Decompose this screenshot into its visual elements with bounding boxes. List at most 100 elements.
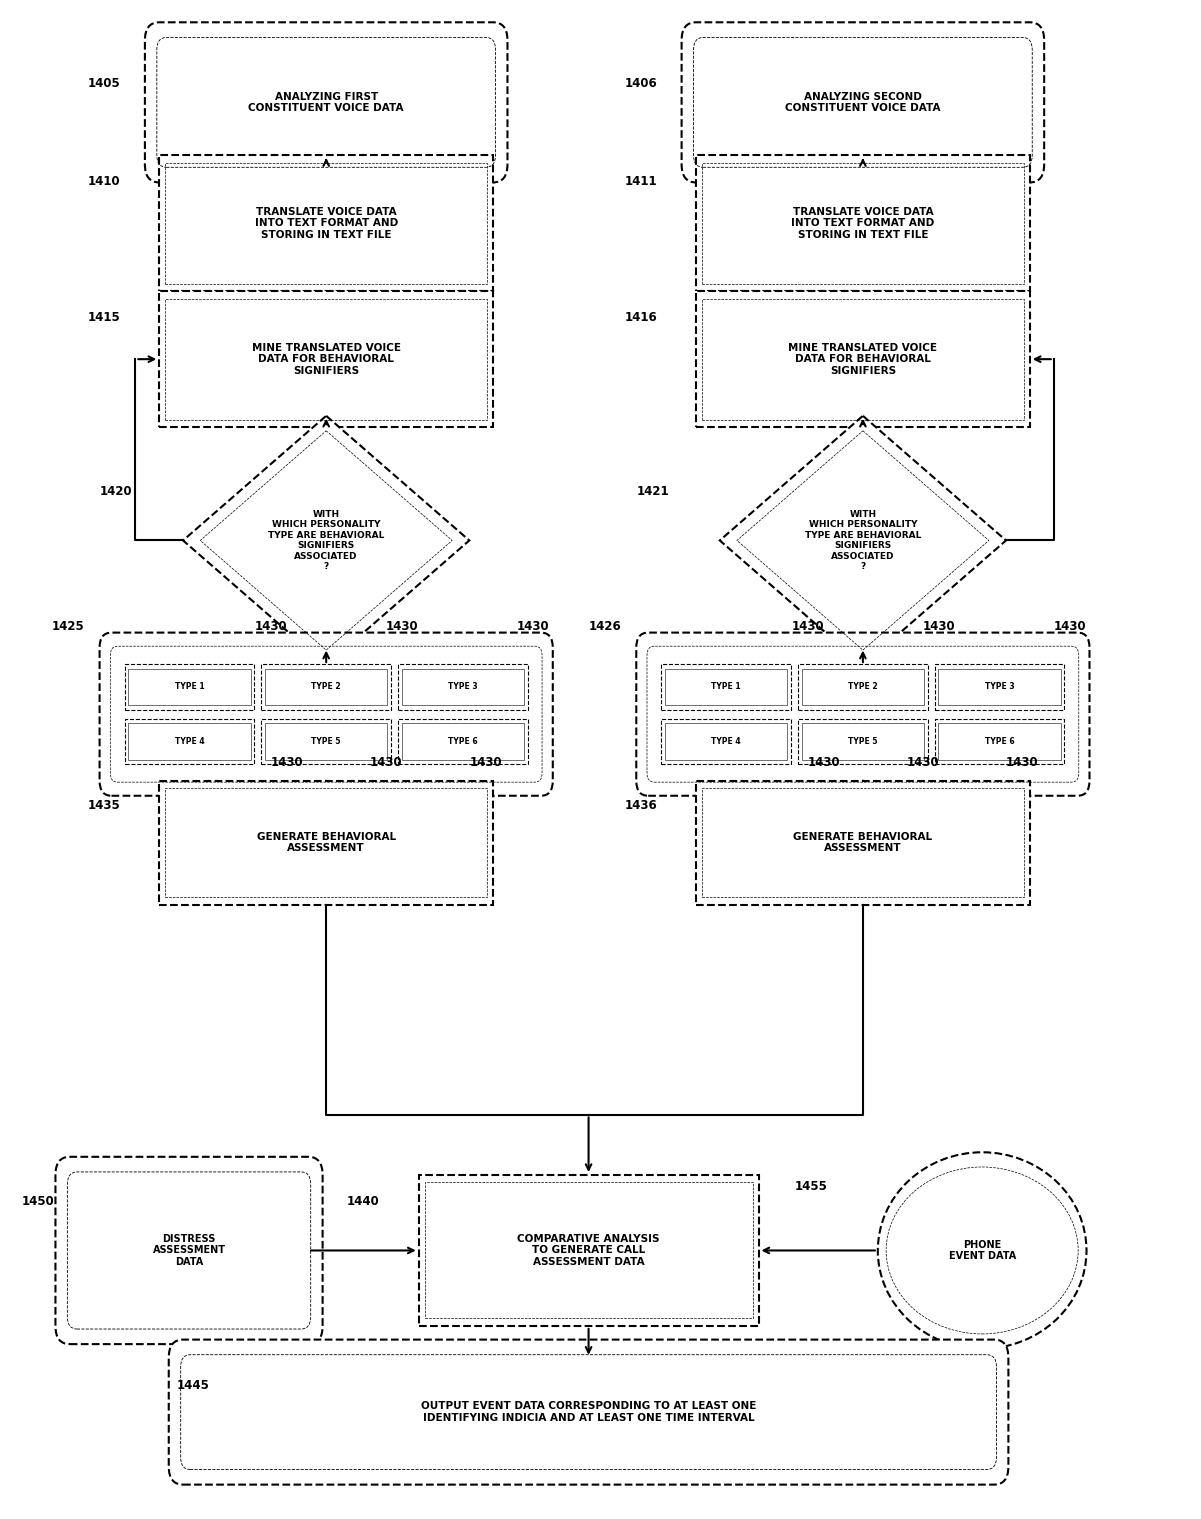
Text: 1425: 1425: [52, 620, 84, 632]
Text: 1416: 1416: [625, 311, 657, 325]
Text: 1430: 1430: [791, 620, 824, 632]
Bar: [695, 155, 1030, 292]
Text: GENERATE BEHAVIORAL
ASSESSMENT: GENERATE BEHAVIORAL ASSESSMENT: [794, 832, 932, 854]
Text: TYPE 1: TYPE 1: [174, 682, 204, 691]
Bar: [160, 292, 494, 427]
Bar: [262, 664, 392, 709]
Bar: [662, 664, 791, 709]
Bar: [799, 664, 927, 709]
Bar: [401, 668, 524, 705]
Text: 1430: 1430: [807, 755, 839, 769]
Text: TYPE 6: TYPE 6: [985, 737, 1015, 746]
Text: 1450: 1450: [22, 1195, 55, 1208]
Bar: [166, 163, 488, 284]
Bar: [665, 668, 788, 705]
Bar: [938, 668, 1060, 705]
Text: 1445: 1445: [177, 1379, 210, 1393]
FancyBboxPatch shape: [55, 1157, 323, 1344]
FancyBboxPatch shape: [637, 632, 1089, 796]
Bar: [662, 718, 791, 764]
Text: TYPE 4: TYPE 4: [711, 737, 741, 746]
Text: ANALYZING SECOND
CONSTITUENT VOICE DATA: ANALYZING SECOND CONSTITUENT VOICE DATA: [785, 91, 940, 112]
FancyBboxPatch shape: [100, 632, 552, 796]
Text: 1435: 1435: [88, 799, 120, 813]
Text: 1430: 1430: [516, 620, 550, 632]
Polygon shape: [183, 416, 470, 665]
Bar: [166, 299, 488, 419]
Text: 1411: 1411: [625, 176, 657, 188]
Text: MINE TRANSLATED VOICE
DATA FOR BEHAVIORAL
SIGNIFIERS: MINE TRANSLATED VOICE DATA FOR BEHAVIORA…: [788, 343, 938, 375]
Bar: [425, 1182, 753, 1318]
Bar: [166, 788, 488, 898]
Text: 1420: 1420: [100, 485, 132, 498]
Bar: [401, 723, 524, 760]
FancyBboxPatch shape: [682, 23, 1044, 182]
Text: GENERATE BEHAVIORAL
ASSESSMENT: GENERATE BEHAVIORAL ASSESSMENT: [257, 832, 396, 854]
Text: 1455: 1455: [794, 1180, 827, 1192]
Text: WITH
WHICH PERSONALITY
TYPE ARE BEHAVIORAL
SIGNIFIERS
ASSOCIATED
?: WITH WHICH PERSONALITY TYPE ARE BEHAVIOR…: [805, 510, 921, 571]
Bar: [262, 718, 392, 764]
Ellipse shape: [878, 1153, 1087, 1349]
Text: 1430: 1430: [386, 620, 418, 632]
Bar: [938, 723, 1060, 760]
Bar: [419, 1174, 759, 1326]
Text: TYPE 5: TYPE 5: [848, 737, 878, 746]
Text: TYPE 5: TYPE 5: [311, 737, 341, 746]
Bar: [129, 723, 251, 760]
Bar: [695, 781, 1030, 904]
Text: TYPE 3: TYPE 3: [448, 682, 478, 691]
Text: TYPE 4: TYPE 4: [174, 737, 204, 746]
Text: TRANSLATE VOICE DATA
INTO TEXT FORMAT AND
STORING IN TEXT FILE: TRANSLATE VOICE DATA INTO TEXT FORMAT AN…: [791, 207, 934, 240]
Polygon shape: [719, 416, 1006, 665]
Bar: [399, 718, 527, 764]
Text: 1430: 1430: [922, 620, 955, 632]
Text: PHONE
EVENT DATA: PHONE EVENT DATA: [949, 1240, 1016, 1261]
Text: MINE TRANSLATED VOICE
DATA FOR BEHAVIORAL
SIGNIFIERS: MINE TRANSLATED VOICE DATA FOR BEHAVIORA…: [252, 343, 401, 375]
Bar: [801, 668, 924, 705]
Text: 1430: 1430: [907, 755, 939, 769]
Text: OUTPUT EVENT DATA CORRESPONDING TO AT LEAST ONE
IDENTIFYING INDICIA AND AT LEAST: OUTPUT EVENT DATA CORRESPONDING TO AT LE…: [420, 1402, 757, 1423]
Text: ANALYZING FIRST
CONSTITUENT VOICE DATA: ANALYZING FIRST CONSTITUENT VOICE DATA: [249, 91, 404, 112]
Bar: [160, 155, 494, 292]
Bar: [801, 723, 924, 760]
Text: TYPE 3: TYPE 3: [985, 682, 1015, 691]
Text: 1406: 1406: [625, 77, 657, 90]
Text: 1430: 1430: [470, 755, 502, 769]
Bar: [125, 664, 255, 709]
Bar: [799, 718, 927, 764]
Text: TYPE 2: TYPE 2: [848, 682, 878, 691]
Text: 1421: 1421: [637, 485, 669, 498]
Bar: [934, 718, 1064, 764]
FancyBboxPatch shape: [169, 1340, 1009, 1484]
Text: 1415: 1415: [88, 311, 120, 325]
Bar: [265, 668, 388, 705]
Bar: [701, 163, 1024, 284]
Text: TYPE 1: TYPE 1: [711, 682, 741, 691]
Text: TRANSLATE VOICE DATA
INTO TEXT FORMAT AND
STORING IN TEXT FILE: TRANSLATE VOICE DATA INTO TEXT FORMAT AN…: [255, 207, 398, 240]
Bar: [399, 664, 527, 709]
Text: 1410: 1410: [88, 176, 120, 188]
Text: 1430: 1430: [1006, 755, 1039, 769]
Text: 1426: 1426: [588, 620, 621, 632]
Bar: [934, 664, 1064, 709]
Bar: [695, 292, 1030, 427]
Text: DISTRESS
ASSESSMENT
DATA: DISTRESS ASSESSMENT DATA: [153, 1233, 226, 1267]
Text: COMPARATIVE ANALYSIS
TO GENERATE CALL
ASSESSMENT DATA: COMPARATIVE ANALYSIS TO GENERATE CALL AS…: [518, 1233, 659, 1267]
Text: WITH
WHICH PERSONALITY
TYPE ARE BEHAVIORAL
SIGNIFIERS
ASSOCIATED
?: WITH WHICH PERSONALITY TYPE ARE BEHAVIOR…: [268, 510, 384, 571]
Text: 1430: 1430: [270, 755, 303, 769]
Text: 1430: 1430: [370, 755, 402, 769]
Text: 1430: 1430: [1053, 620, 1087, 632]
Bar: [701, 788, 1024, 898]
Bar: [665, 723, 788, 760]
Text: 1430: 1430: [255, 620, 287, 632]
Text: 1436: 1436: [625, 799, 657, 813]
FancyBboxPatch shape: [145, 23, 508, 182]
Bar: [160, 781, 494, 904]
Text: 1405: 1405: [88, 77, 120, 90]
Text: TYPE 6: TYPE 6: [448, 737, 478, 746]
Bar: [265, 723, 388, 760]
Text: 1440: 1440: [347, 1195, 380, 1208]
Bar: [125, 718, 255, 764]
Bar: [129, 668, 251, 705]
Bar: [701, 299, 1024, 419]
